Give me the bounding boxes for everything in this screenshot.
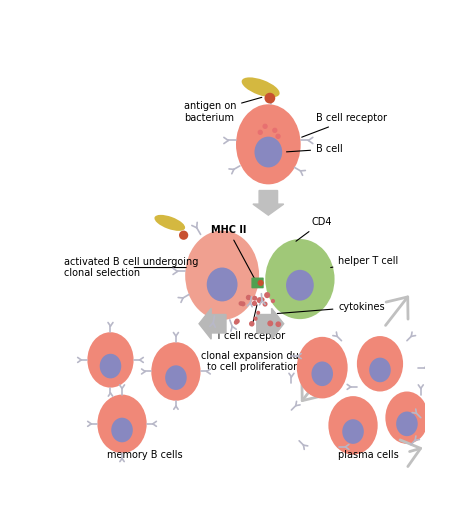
Circle shape bbox=[256, 311, 260, 315]
Circle shape bbox=[249, 321, 255, 326]
Ellipse shape bbox=[155, 215, 185, 231]
Ellipse shape bbox=[328, 396, 378, 454]
Circle shape bbox=[273, 129, 277, 132]
Circle shape bbox=[246, 295, 251, 300]
Polygon shape bbox=[199, 308, 226, 339]
Circle shape bbox=[261, 298, 264, 302]
Ellipse shape bbox=[242, 77, 280, 97]
FancyBboxPatch shape bbox=[251, 278, 264, 288]
Circle shape bbox=[263, 302, 268, 307]
Ellipse shape bbox=[369, 358, 391, 382]
Ellipse shape bbox=[396, 412, 418, 436]
Circle shape bbox=[271, 299, 275, 303]
Text: CD4: CD4 bbox=[296, 217, 332, 241]
Text: T cell receptor: T cell receptor bbox=[215, 305, 285, 341]
Ellipse shape bbox=[311, 361, 333, 386]
Circle shape bbox=[260, 297, 264, 302]
Ellipse shape bbox=[286, 270, 314, 300]
Circle shape bbox=[257, 280, 264, 286]
Circle shape bbox=[238, 301, 243, 306]
Circle shape bbox=[252, 296, 257, 300]
Text: memory B cells: memory B cells bbox=[107, 450, 183, 460]
Circle shape bbox=[264, 292, 270, 298]
Text: helper T cell: helper T cell bbox=[331, 256, 399, 268]
Text: activated B cell undergoing
clonal selection: activated B cell undergoing clonal selec… bbox=[64, 257, 199, 278]
Ellipse shape bbox=[111, 418, 133, 442]
Circle shape bbox=[252, 301, 257, 306]
Circle shape bbox=[235, 318, 240, 324]
Circle shape bbox=[267, 321, 273, 326]
Polygon shape bbox=[257, 308, 284, 339]
Ellipse shape bbox=[342, 419, 364, 444]
Circle shape bbox=[276, 134, 280, 138]
Circle shape bbox=[263, 124, 267, 128]
Circle shape bbox=[264, 93, 275, 104]
Ellipse shape bbox=[165, 366, 187, 390]
Text: cytokines: cytokines bbox=[277, 302, 385, 314]
Ellipse shape bbox=[255, 136, 282, 168]
Ellipse shape bbox=[236, 104, 301, 185]
Text: plasma cells: plasma cells bbox=[338, 450, 399, 460]
Text: MHC II: MHC II bbox=[210, 225, 255, 279]
Circle shape bbox=[275, 321, 281, 327]
Ellipse shape bbox=[87, 332, 134, 388]
Circle shape bbox=[234, 320, 238, 325]
Text: clonal expansion due
to cell proliferation: clonal expansion due to cell proliferati… bbox=[201, 351, 305, 372]
Text: B cell: B cell bbox=[286, 144, 343, 154]
Circle shape bbox=[240, 302, 246, 306]
Text: B cell receptor: B cell receptor bbox=[302, 113, 387, 137]
Ellipse shape bbox=[297, 337, 347, 398]
Circle shape bbox=[256, 297, 263, 303]
Ellipse shape bbox=[385, 391, 428, 444]
Ellipse shape bbox=[97, 395, 146, 453]
Ellipse shape bbox=[185, 231, 259, 320]
Text: antigen on
bacterium: antigen on bacterium bbox=[183, 97, 262, 123]
Ellipse shape bbox=[151, 342, 201, 401]
Ellipse shape bbox=[265, 239, 335, 319]
Polygon shape bbox=[253, 190, 284, 215]
Ellipse shape bbox=[357, 336, 403, 391]
Ellipse shape bbox=[207, 268, 237, 302]
Ellipse shape bbox=[100, 354, 121, 378]
Circle shape bbox=[258, 130, 262, 134]
Circle shape bbox=[179, 231, 188, 240]
Circle shape bbox=[254, 316, 258, 321]
